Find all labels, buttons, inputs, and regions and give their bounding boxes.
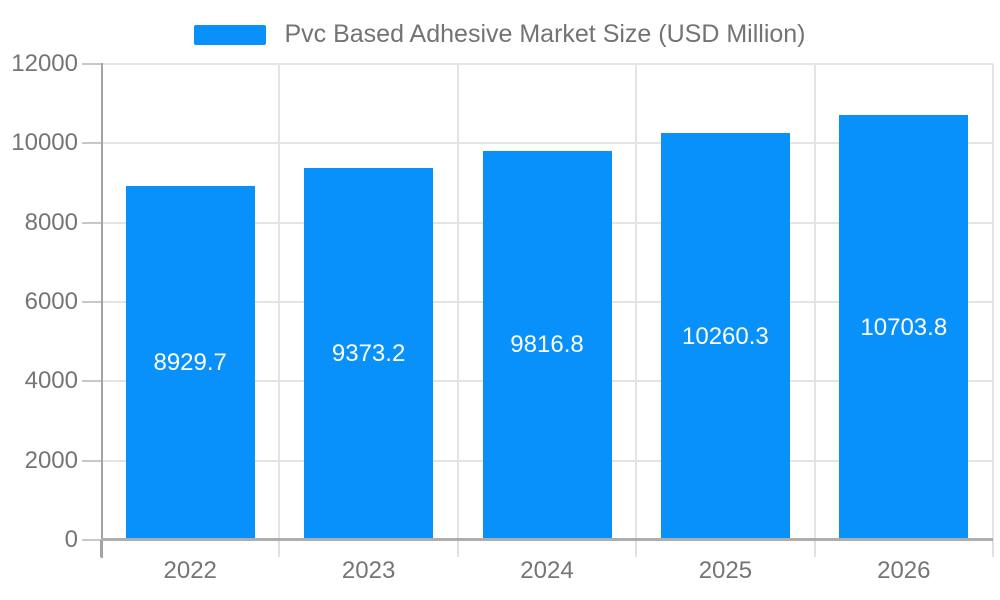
x-axis-label: 2022 — [163, 557, 217, 584]
legend-label: Pvc Based Adhesive Market Size (USD Mill… — [284, 20, 806, 48]
x-axis-tick — [992, 540, 994, 557]
bar-value-label: 9373.2 — [331, 340, 406, 368]
y-axis-label: 0 — [64, 526, 78, 553]
y-axis-label: 4000 — [24, 367, 78, 395]
y-axis-tick — [82, 459, 101, 462]
bar[interactable] — [660, 133, 790, 540]
x-axis-tick — [813, 540, 816, 557]
bar[interactable] — [304, 168, 434, 540]
x-axis-label: 2023 — [341, 557, 396, 584]
x-gridline — [813, 64, 816, 540]
y-axis-label: 12000 — [11, 50, 78, 77]
y-gridline — [101, 142, 993, 145]
x-gridline — [278, 64, 281, 540]
y-gridline — [101, 63, 993, 65]
y-axis-label: 8000 — [24, 208, 78, 236]
y-axis-tick — [82, 539, 101, 541]
y-axis-label: 2000 — [24, 446, 78, 474]
y-axis-line — [101, 63, 103, 558]
bar-value-label: 10260.3 — [682, 322, 769, 350]
y-axis-label: 6000 — [24, 288, 78, 315]
bar-value-label: 9816.8 — [510, 331, 584, 359]
bar[interactable] — [125, 185, 255, 540]
legend-marker-swatch — [194, 24, 267, 45]
legend: Pvc Based Adhesive Market Size (USD Mill… — [0, 20, 1000, 49]
x-axis-tick — [456, 540, 459, 557]
x-axis-label: 2025 — [698, 557, 753, 584]
y-axis-tick — [82, 301, 101, 303]
x-gridline — [456, 64, 459, 540]
y-axis-tick — [82, 221, 101, 224]
bar[interactable] — [839, 115, 969, 540]
x-axis-tick — [278, 540, 281, 557]
x-axis-tick — [635, 540, 638, 557]
legend-item[interactable]: Pvc Based Adhesive Market Size (USD Mill… — [194, 20, 806, 49]
y-axis-tick — [82, 380, 101, 383]
bar[interactable] — [482, 150, 612, 540]
x-axis-label: 2026 — [877, 557, 931, 584]
x-axis-line — [101, 538, 993, 541]
x-gridline — [992, 64, 994, 540]
bar-value-label: 10703.8 — [860, 313, 948, 341]
plot-area: 8929.7 9373.2 9816.8 10260.3 10703.8 — [82, 63, 994, 558]
bar-value-label: 8929.7 — [153, 348, 227, 376]
x-axis-label: 2024 — [520, 557, 574, 584]
y-axis-tick — [82, 142, 101, 145]
y-axis-label: 10000 — [11, 129, 78, 157]
y-axis-tick — [82, 63, 101, 65]
x-gridline — [635, 64, 638, 540]
